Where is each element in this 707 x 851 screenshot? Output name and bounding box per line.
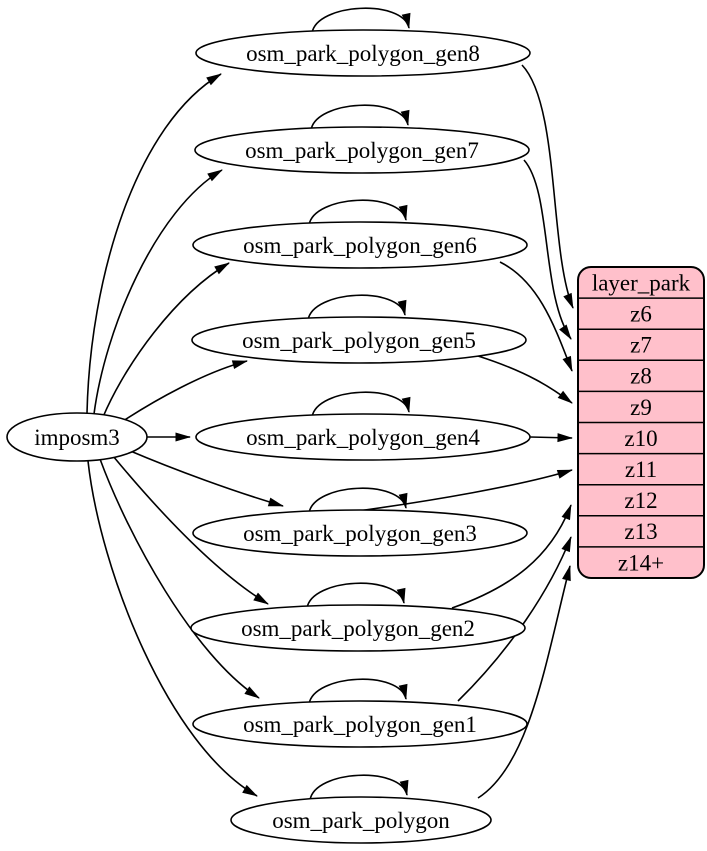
node-ellipse-imposm3 (6, 412, 148, 462)
edge-osm_park_polygon_gen7-to-z7 (523, 159, 572, 340)
edge-osm_park_polygon_gen1-to-z13 (457, 536, 572, 702)
node-label-osm_park_polygon_gen8: osm_park_polygon_gen8 (246, 41, 480, 66)
edge-osm_park_polygon_gen5-to-z9 (477, 355, 573, 404)
layer-park-title: layer_park (592, 270, 691, 295)
layer-row-z9: z9 (630, 395, 652, 420)
layer-row-z8: z8 (630, 364, 652, 389)
edge-imposm3-to-osm_park_polygon_gen8 (86, 73, 222, 414)
edge-self-loop-osm_park_polygon_gen2 (306, 582, 406, 609)
node-ellipse-osm_park_polygon_gen2 (190, 604, 526, 652)
node-osm_park_polygon_gen6: osm_park_polygon_gen6 (192, 221, 528, 269)
edge-self-loop-osm_park_polygon_gen1 (308, 678, 408, 705)
edge-osm_park_polygon_gen4-to-z10 (529, 433, 573, 443)
edge-imposm3-to-osm_park_polygon_gen7 (93, 169, 223, 415)
node-osm_park_polygon_gen3: osm_park_polygon_gen3 (192, 509, 528, 557)
edge-self-loop-osm_park_polygon_gen4 (311, 391, 411, 418)
layer-row-z7: z7 (630, 333, 652, 358)
node-label-osm_park_polygon_gen4: osm_park_polygon_gen4 (246, 425, 480, 450)
edge-imposm3-to-osm_park_polygon_gen1 (99, 458, 260, 699)
node-label-osm_park_polygon_gen1: osm_park_polygon_gen1 (243, 712, 477, 737)
node-osm_park_polygon: osm_park_polygon (230, 796, 492, 844)
edge-self-loop-osm_park_polygon_gen8 (311, 7, 411, 34)
layer-row-z10: z10 (624, 426, 657, 451)
node-osm_park_polygon_gen5: osm_park_polygon_gen5 (191, 316, 527, 364)
layer-row-z11: z11 (625, 457, 657, 482)
edge-imposm3-to-osm_park_polygon (87, 460, 258, 797)
node-osm_park_polygon_gen1: osm_park_polygon_gen1 (192, 700, 528, 748)
edge-self-loop-osm_park_polygon_gen6 (308, 199, 408, 226)
layer-row-z13: z13 (624, 519, 657, 544)
edge-imposm3-to-osm_park_polygon_gen6 (102, 262, 230, 418)
edge-osm_park_polygon_gen2-to-z12 (451, 504, 572, 609)
node-label-osm_park_polygon: osm_park_polygon (272, 808, 450, 833)
edge-imposm3-to-osm_park_polygon_gen5 (119, 360, 248, 424)
node-ellipse-osm_park_polygon_gen7 (194, 126, 530, 174)
node-label-imposm3: imposm3 (34, 425, 120, 450)
edge-self-loop-osm_park_polygon_gen5 (307, 294, 407, 321)
node-imposm3: imposm3 (6, 412, 148, 462)
node-osm_park_polygon_gen2: osm_park_polygon_gen2 (190, 604, 526, 652)
node-ellipse-osm_park_polygon_gen1 (192, 700, 528, 748)
node-label-osm_park_polygon_gen2: osm_park_polygon_gen2 (241, 616, 475, 641)
edge-self-loop-osm_park_polygon (309, 774, 409, 801)
node-layer-park: layer_park z6 z7 z8 z9 z10 z11 z12 z13 z14+ (577, 266, 705, 579)
edge-imposm3-to-osm_park_polygon_gen2 (112, 455, 269, 605)
edge-osm_park_polygon_gen3-to-z11 (357, 469, 573, 512)
layer-row-z14+: z14+ (618, 550, 664, 575)
node-osm_park_polygon_gen8: osm_park_polygon_gen8 (195, 29, 531, 77)
node-label-osm_park_polygon_gen7: osm_park_polygon_gen7 (245, 138, 479, 163)
edge-self-loop-osm_park_polygon_gen3 (308, 487, 408, 514)
edge-osm_park_polygon_gen8-to-z6 (521, 64, 574, 309)
layer-row-z6: z6 (630, 301, 652, 326)
edge-self-loop-osm_park_polygon_gen7 (310, 104, 410, 131)
edge-imposm3-to-osm_park_polygon_gen3 (127, 449, 284, 507)
node-label-osm_park_polygon_gen6: osm_park_polygon_gen6 (243, 233, 477, 258)
node-osm_park_polygon_gen7: osm_park_polygon_gen7 (194, 126, 530, 174)
node-ellipse-osm_park_polygon_gen5 (191, 316, 527, 364)
node-ellipse-osm_park_polygon_gen4 (195, 413, 531, 461)
node-ellipse-osm_park_polygon (230, 796, 492, 844)
node-label-osm_park_polygon_gen5: osm_park_polygon_gen5 (242, 328, 476, 353)
node-ellipse-osm_park_polygon_gen6 (192, 221, 528, 269)
node-ellipse-osm_park_polygon_gen3 (192, 509, 528, 557)
edge-osm_park_polygon-to-z14+ (477, 565, 571, 799)
edge-osm_park_polygon_gen6-to-z8 (499, 261, 573, 372)
layer-row-z12: z12 (624, 488, 657, 513)
node-label-osm_park_polygon_gen3: osm_park_polygon_gen3 (243, 521, 477, 546)
node-ellipse-osm_park_polygon_gen8 (195, 29, 531, 77)
node-osm_park_polygon_gen4: osm_park_polygon_gen4 (195, 413, 531, 461)
